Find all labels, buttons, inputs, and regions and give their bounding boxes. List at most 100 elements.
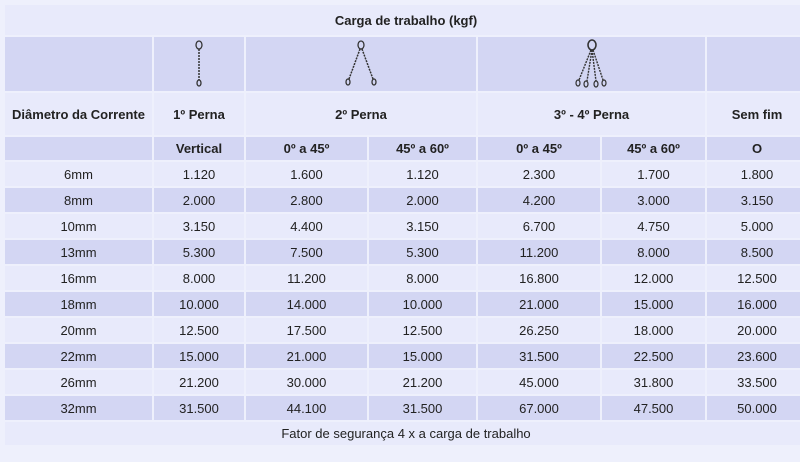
table-title: Carga de trabalho (kgf) — [5, 5, 800, 35]
subheader: 45º a 60º — [369, 137, 476, 160]
load-cell: 3.150 — [707, 188, 800, 212]
load-cell: 33.500 — [707, 370, 800, 394]
subheader: 45º a 60º — [602, 137, 705, 160]
diameter-cell: 18mm — [5, 292, 152, 316]
two-leg-chain-icon — [345, 40, 377, 86]
header-leg34: 3º - 4º Perna — [478, 93, 705, 135]
load-cell: 1.120 — [369, 162, 476, 186]
diameter-cell: 13mm — [5, 240, 152, 264]
table-row: 32mm 31.500 44.100 31.500 67.000 47.500 50.000 — [5, 396, 800, 420]
load-cell: 47.500 — [602, 396, 705, 420]
load-cell: 5.300 — [154, 240, 244, 264]
load-cell: 6.700 — [478, 214, 600, 238]
load-cell: 31.800 — [602, 370, 705, 394]
footer-note: Fator de segurança 4 x a carga de trabal… — [5, 422, 800, 445]
subheader: 0º a 45º — [246, 137, 367, 160]
load-cell: 5.000 — [707, 214, 800, 238]
load-cell: 16.000 — [707, 292, 800, 316]
load-cell: 45.000 — [478, 370, 600, 394]
load-cell: 4.750 — [602, 214, 705, 238]
table-row: 22mm 15.000 21.000 15.000 31.500 22.500 23.600 — [5, 344, 800, 368]
diameter-cell: 16mm — [5, 266, 152, 290]
table-row: 6mm 1.120 1.600 1.120 2.300 1.700 1.800 — [5, 162, 800, 186]
load-cell: 31.500 — [369, 396, 476, 420]
diameter-cell: 32mm — [5, 396, 152, 420]
load-cell: 12.500 — [154, 318, 244, 342]
load-cell: 1.800 — [707, 162, 800, 186]
load-cell: 21.200 — [154, 370, 244, 394]
load-cell: 10.000 — [369, 292, 476, 316]
diameter-cell: 22mm — [5, 344, 152, 368]
diameter-cell: 20mm — [5, 318, 152, 342]
table-row: 20mm 12.500 17.500 12.500 26.250 18.000 20.000 — [5, 318, 800, 342]
load-cell: 23.600 — [707, 344, 800, 368]
diameter-cell: 10mm — [5, 214, 152, 238]
load-cell: 11.200 — [246, 266, 367, 290]
header-leg2: 2º Perna — [246, 93, 476, 135]
load-cell: 12.500 — [369, 318, 476, 342]
load-cell: 1.120 — [154, 162, 244, 186]
load-cell: 12.000 — [602, 266, 705, 290]
diameter-cell: 26mm — [5, 370, 152, 394]
load-cell: 26.250 — [478, 318, 600, 342]
table-row: 26mm 21.200 30.000 21.200 45.000 31.800 33.500 — [5, 370, 800, 394]
load-cell: 1.700 — [602, 162, 705, 186]
subheader: Vertical — [154, 137, 244, 160]
subheader: 0º a 45º — [478, 137, 600, 160]
load-cell: 21.000 — [246, 344, 367, 368]
load-cell: 11.200 — [478, 240, 600, 264]
load-cell: 8.000 — [602, 240, 705, 264]
load-cell: 31.500 — [478, 344, 600, 368]
load-cell: 17.500 — [246, 318, 367, 342]
icon-cell-empty — [707, 37, 800, 91]
load-cell: 8.500 — [707, 240, 800, 264]
load-cell: 2.800 — [246, 188, 367, 212]
load-cell: 16.800 — [478, 266, 600, 290]
load-cell: 15.000 — [602, 292, 705, 316]
load-cell: 50.000 — [707, 396, 800, 420]
load-cell: 67.000 — [478, 396, 600, 420]
load-cell: 20.000 — [707, 318, 800, 342]
table-row: 8mm 2.000 2.800 2.000 4.200 3.000 3.150 — [5, 188, 800, 212]
load-cell: 2.000 — [154, 188, 244, 212]
load-cell: 12.500 — [707, 266, 800, 290]
table-row: 16mm 8.000 11.200 8.000 16.800 12.000 12.500 — [5, 266, 800, 290]
load-cell: 15.000 — [154, 344, 244, 368]
working-load-table: Carga de trabalho (kgf) — [3, 3, 800, 447]
load-cell: 30.000 — [246, 370, 367, 394]
header-diameter: Diâmetro da Corrente — [5, 93, 152, 135]
table-row: 18mm 10.000 14.000 10.000 21.000 15.000 16.000 — [5, 292, 800, 316]
load-cell: 2.300 — [478, 162, 600, 186]
load-cell: 21.000 — [478, 292, 600, 316]
load-cell: 44.100 — [246, 396, 367, 420]
load-cell: 3.150 — [369, 214, 476, 238]
single-leg-chain-icon — [195, 40, 203, 87]
load-cell: 2.000 — [369, 188, 476, 212]
four-leg-chain-icon — [574, 39, 607, 88]
icon-cell-empty — [5, 37, 152, 91]
load-cell: 18.000 — [602, 318, 705, 342]
load-cell: 4.400 — [246, 214, 367, 238]
header-leg1: 1º Perna — [154, 93, 244, 135]
load-cell: 4.200 — [478, 188, 600, 212]
load-cell: 5.300 — [369, 240, 476, 264]
load-cell: 3.150 — [154, 214, 244, 238]
header-endless: Sem fim — [707, 93, 800, 135]
load-cell: 31.500 — [154, 396, 244, 420]
subheader: O — [707, 137, 800, 160]
diameter-cell: 8mm — [5, 188, 152, 212]
load-cell: 14.000 — [246, 292, 367, 316]
load-cell: 22.500 — [602, 344, 705, 368]
subheader-empty — [5, 137, 152, 160]
load-cell: 10.000 — [154, 292, 244, 316]
load-cell: 21.200 — [369, 370, 476, 394]
load-cell: 3.000 — [602, 188, 705, 212]
load-cell: 1.600 — [246, 162, 367, 186]
load-cell: 15.000 — [369, 344, 476, 368]
table-row: 10mm 3.150 4.400 3.150 6.700 4.750 5.000 — [5, 214, 800, 238]
diameter-cell: 6mm — [5, 162, 152, 186]
load-cell: 8.000 — [369, 266, 476, 290]
load-cell: 8.000 — [154, 266, 244, 290]
load-cell: 7.500 — [246, 240, 367, 264]
table-row: 13mm 5.300 7.500 5.300 11.200 8.000 8.500 — [5, 240, 800, 264]
